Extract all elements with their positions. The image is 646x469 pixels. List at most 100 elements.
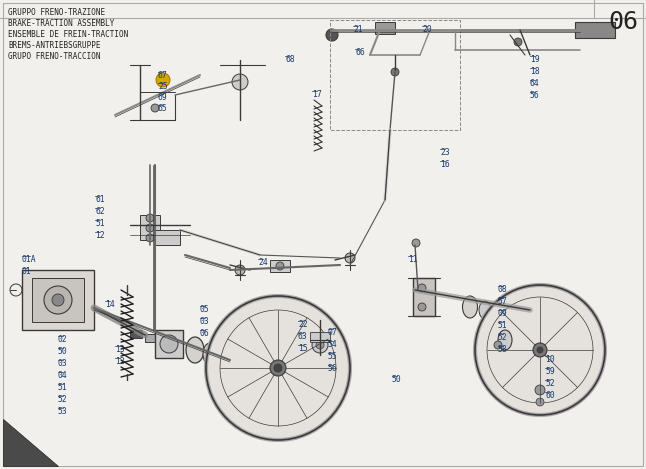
Text: 63: 63 [298,332,307,341]
Text: 15: 15 [298,344,307,353]
Circle shape [52,294,64,306]
Circle shape [412,239,420,247]
Circle shape [537,347,543,353]
Circle shape [146,224,154,232]
Circle shape [391,68,399,76]
Circle shape [514,38,522,46]
Ellipse shape [203,343,217,365]
Text: 52: 52 [545,379,555,388]
Text: 50: 50 [392,375,402,384]
Text: 06: 06 [608,10,638,34]
Bar [22,270,94,330]
Circle shape [274,364,282,372]
Text: 19: 19 [530,55,540,64]
Text: 06: 06 [200,329,210,338]
Text: BRAKE-TRACTION ASSEMBLY: BRAKE-TRACTION ASSEMBLY [8,19,114,28]
Text: ENSEMBLE DE FREIN-TRACTION: ENSEMBLE DE FREIN-TRACTION [8,30,129,39]
Text: 07: 07 [328,328,338,337]
Bar [140,215,160,240]
Text: 67: 67 [158,71,168,80]
Circle shape [535,385,545,395]
Text: 62: 62 [95,207,105,216]
Text: 10: 10 [545,355,555,364]
Circle shape [475,285,605,415]
Bar [130,330,142,338]
Text: 16: 16 [440,160,450,169]
Text: 09: 09 [498,309,508,318]
Circle shape [156,73,170,87]
Text: 56: 56 [328,364,338,373]
Circle shape [533,343,547,357]
Circle shape [536,398,544,406]
Bar [330,20,460,130]
Ellipse shape [479,301,491,319]
Circle shape [44,286,72,314]
Text: 08: 08 [498,285,508,294]
Text: 03: 03 [200,317,210,326]
Circle shape [232,74,248,90]
Text: 51: 51 [498,321,508,330]
Bar [155,330,183,358]
Circle shape [418,303,426,311]
Text: 58: 58 [498,345,508,354]
Circle shape [206,296,350,440]
Text: 05: 05 [200,305,210,314]
Text: 55: 55 [328,352,338,361]
Circle shape [418,284,426,292]
Bar [32,278,84,322]
Bar [155,230,180,245]
Circle shape [151,104,159,112]
Circle shape [270,360,286,376]
Ellipse shape [217,348,229,366]
Text: 52: 52 [58,395,68,404]
Circle shape [146,214,154,222]
Circle shape [276,262,284,270]
Text: 04: 04 [58,371,68,380]
Text: 01: 01 [22,267,32,276]
Bar [375,22,395,34]
Text: BREMS-ANTRIEBSGRUPPE: BREMS-ANTRIEBSGRUPPE [8,41,101,50]
Text: 56: 56 [530,91,540,100]
Text: GRUPO FRENO-TRACCION: GRUPO FRENO-TRACCION [8,52,101,61]
Text: 57: 57 [498,297,508,306]
Bar [145,334,155,342]
Bar [270,260,290,272]
Text: 01A: 01A [22,255,37,264]
Bar [575,22,615,38]
Text: 53: 53 [58,407,68,416]
Text: 14: 14 [105,300,115,309]
Text: 20: 20 [422,25,432,34]
Ellipse shape [498,330,512,350]
Text: 18: 18 [530,67,540,76]
Polygon shape [3,419,58,466]
Ellipse shape [493,305,503,320]
Text: 66: 66 [355,48,365,57]
Circle shape [312,337,328,353]
Text: 24: 24 [258,258,267,267]
Text: 60: 60 [545,391,555,400]
Ellipse shape [463,296,477,318]
Circle shape [316,341,324,349]
Text: 52: 52 [498,333,508,342]
Circle shape [345,253,355,263]
Circle shape [146,234,154,242]
Text: 51: 51 [95,219,105,228]
Text: 64: 64 [530,79,540,88]
Bar [310,332,330,342]
Text: 61: 61 [95,195,105,204]
Text: 51: 51 [58,383,68,392]
Text: 17: 17 [312,90,322,99]
Circle shape [494,341,502,349]
Text: 21: 21 [353,25,363,34]
Text: 23: 23 [440,148,450,157]
Text: 65: 65 [158,104,168,113]
Bar [413,278,435,316]
Text: 59: 59 [545,367,555,376]
Text: 12: 12 [115,357,125,366]
Text: 68: 68 [285,55,295,64]
Text: 13: 13 [115,345,125,354]
Text: 50: 50 [58,347,68,356]
Text: 54: 54 [328,340,338,349]
Text: GRUPPO FRENO-TRAZIONE: GRUPPO FRENO-TRAZIONE [8,8,105,17]
Text: 69: 69 [158,93,168,102]
